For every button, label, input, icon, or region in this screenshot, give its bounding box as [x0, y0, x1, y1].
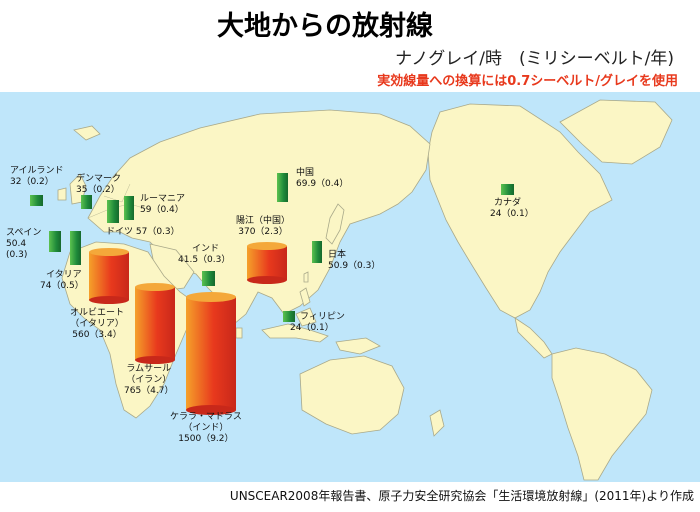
label-china-value: 69.9（0.4）: [296, 179, 349, 189]
label-china: 中国 69.9（0.4）: [296, 168, 348, 190]
label-ireland-name: アイルランド: [10, 166, 64, 176]
label-italy: イタリア 74（0.5）: [40, 270, 84, 292]
landmass-borneo: [295, 307, 317, 327]
bar-romania: [124, 196, 134, 220]
label-philippines: フィリピン 24（0.1）: [290, 312, 345, 334]
landmass-sri-lanka: [235, 327, 243, 339]
bar-italy: [70, 231, 81, 265]
label-spain-name: スペイン: [6, 228, 42, 238]
label-japan-name: 日本: [328, 250, 347, 260]
landmass-taiwan: [303, 271, 309, 283]
bar-orvieto: [89, 248, 129, 304]
label-romania-name: ルーマニア: [140, 194, 186, 204]
label-ramsar-name: ラムサール: [126, 364, 172, 374]
landmass-indonesia: [261, 323, 329, 343]
bar-india: [202, 271, 215, 286]
label-germany-name: ドイツ: [106, 227, 134, 237]
label-germany: ドイツ 57（0.3）: [106, 227, 180, 238]
landmass-south-america: [551, 347, 653, 481]
label-italy-value: 74（0.5）: [40, 281, 84, 291]
bar-denmark: [81, 195, 92, 209]
bar-germany: [107, 200, 119, 223]
label-italy-name: イタリア: [46, 270, 82, 280]
label-yangjiang-name: 陽江（中国）: [236, 216, 291, 226]
landmass-new-zealand: [429, 409, 445, 437]
label-kerala-name2: （インド）: [183, 423, 229, 433]
landmass-australia: [299, 355, 405, 435]
label-india-value: 41.5（0.3）: [178, 255, 231, 265]
label-yangjiang: 陽江（中国） 370（2.3）: [236, 216, 290, 238]
bar-kerala: [186, 292, 236, 415]
label-orvieto-name2: （イタリア）: [70, 319, 124, 329]
landmass-ireland: [57, 187, 67, 201]
label-orvieto-value: 560（3.4）: [72, 330, 122, 340]
bar-philippines: [283, 311, 295, 322]
label-philippines-value: 24（0.1）: [290, 323, 334, 333]
label-germany-value: 57（0.3）: [135, 227, 180, 237]
label-philippines-name: フィリピン: [300, 312, 345, 322]
label-orvieto-name: オルビエート: [70, 308, 125, 318]
bar-china: [277, 173, 288, 202]
landmass-iceland: [73, 125, 101, 141]
landmass-central-america: [514, 317, 553, 359]
label-kerala: ケララ・マドラス （インド） 1500（9.2）: [170, 412, 242, 445]
page-title: 大地からの放射線: [217, 11, 433, 42]
label-china-name: 中国: [296, 168, 315, 178]
landmass-north-america: [427, 103, 613, 319]
label-ireland: アイルランド 32（0.2）: [10, 166, 64, 188]
label-kerala-name: ケララ・マドラス: [170, 412, 242, 422]
map-canvas: [30, 99, 673, 481]
label-spain-value2: (0.3): [6, 250, 28, 260]
bar-ireland: [30, 195, 43, 206]
label-yangjiang-value: 370（2.3）: [238, 227, 288, 237]
bar-canada: [501, 184, 514, 195]
landmass-philippines: [299, 287, 311, 307]
label-kerala-value: 1500（9.2）: [178, 434, 234, 444]
label-ireland-value: 32（0.2）: [10, 177, 54, 187]
label-canada-name: カナダ: [494, 198, 522, 208]
label-canada-value: 24（0.1）: [490, 209, 534, 219]
landmass-japan: [325, 203, 345, 245]
label-denmark-name: デンマーク: [76, 174, 122, 184]
bar-yangjiang: [247, 242, 287, 284]
unit-label: ナノグレイ/時 (ミリシーベルト/年): [395, 49, 674, 69]
label-orvieto: オルビエート （イタリア） 560（3.4）: [70, 308, 124, 341]
label-romania-value: 59（0.4）: [140, 205, 184, 215]
label-denmark: デンマーク 35（0.2）: [76, 174, 121, 196]
source-note: UNSCEAR2008年報告書、原子力安全研究協会「生活環境放射線」(2011年…: [229, 489, 694, 503]
label-spain: スペイン 50.4 (0.3): [6, 228, 41, 261]
label-india: インド 41.5（0.3）: [178, 244, 230, 266]
label-romania: ルーマニア 59（0.4）: [140, 194, 185, 216]
world-map: [0, 92, 700, 482]
bar-japan: [312, 241, 322, 263]
label-japan-value: 50.9（0.3）: [328, 261, 381, 271]
label-japan: 日本 50.9（0.3）: [328, 250, 380, 272]
label-canada: カナダ 24（0.1）: [490, 198, 534, 220]
label-india-name: インド: [192, 244, 220, 254]
conversion-note: 実効線量への換算には0.7シーベルト/グレイを使用: [377, 74, 678, 89]
label-ramsar-value: 765（4.7）: [124, 386, 174, 396]
label-ramsar: ラムサール （イラン） 765（4.7）: [124, 364, 174, 397]
landmass-greenland: [559, 99, 673, 165]
label-denmark-value: 35（0.2）: [76, 185, 120, 195]
bar-ramsar: [135, 283, 175, 364]
label-ramsar-name2: （イラン）: [126, 375, 172, 385]
landmass-new-guinea: [335, 337, 381, 355]
bar-spain: [49, 231, 61, 252]
label-spain-value: 50.4: [6, 239, 27, 249]
